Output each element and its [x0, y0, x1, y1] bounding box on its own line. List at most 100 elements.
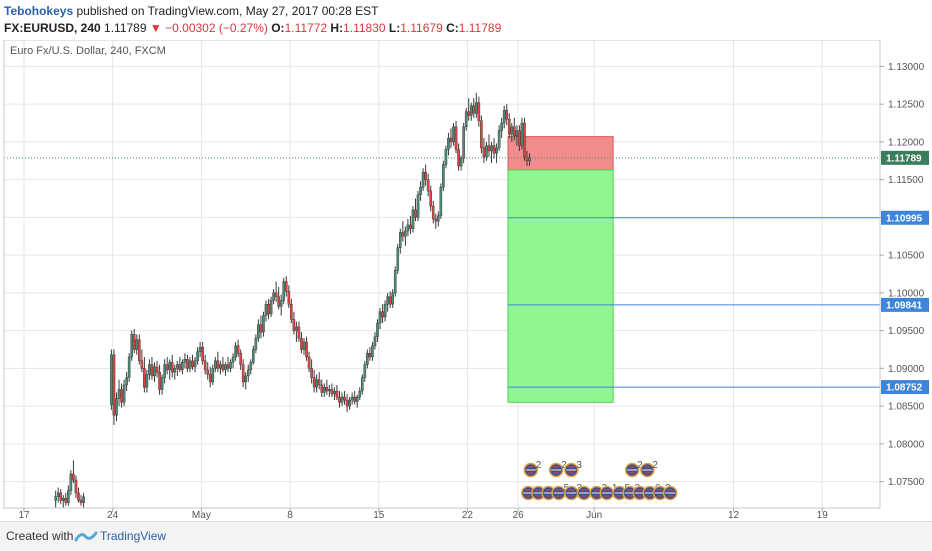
open-value: 1.11772: [284, 21, 328, 35]
candle-body: [148, 364, 151, 375]
candle-body: [518, 130, 521, 146]
candle-body: [297, 326, 301, 339]
high-value: 1.11830: [343, 21, 386, 35]
tradingview-brand[interactable]: TradingView: [100, 529, 167, 543]
candle-body: [203, 360, 207, 371]
x-tick-label: Jun: [586, 510, 602, 520]
candle-body: [153, 366, 156, 377]
candle-body: [507, 119, 511, 135]
author-link[interactable]: Tebohokeys: [4, 4, 74, 18]
candle-body: [196, 351, 199, 362]
level-price-tag: 1.10995: [881, 210, 929, 225]
candle-body: [198, 347, 202, 352]
candle-body: [158, 371, 161, 390]
svg-text:2: 2: [652, 460, 658, 471]
candle-body: [211, 368, 215, 383]
candle-body: [368, 353, 372, 358]
y-tick-label: 1.10000: [888, 288, 925, 299]
profit-zone[interactable]: [507, 169, 614, 403]
candle-body: [404, 230, 407, 237]
candle-body: [307, 356, 311, 369]
y-tick-label: 1.08500: [888, 402, 925, 413]
price-chart[interactable]: 2232253315363 Euro Fx/U.S. Dollar, 240, …: [0, 40, 932, 520]
candle-body: [459, 158, 463, 167]
svg-text:1.10995: 1.10995: [886, 213, 923, 224]
candle-body: [143, 368, 146, 388]
x-tick-label: 17: [18, 510, 30, 520]
candle-body: [366, 353, 369, 365]
svg-text:2: 2: [637, 460, 643, 471]
event-marker[interactable]: 3: [564, 460, 583, 478]
candle-body: [170, 362, 174, 373]
candle-body: [183, 359, 187, 363]
candle-body: [383, 303, 387, 318]
event-marker[interactable]: [576, 485, 592, 501]
candle-body: [82, 496, 85, 503]
candles: [54, 92, 531, 508]
candle-body: [449, 137, 453, 143]
candle-body: [343, 396, 346, 401]
candle-body: [145, 374, 149, 388]
y-tick-label: 1.12500: [888, 100, 925, 111]
candle-body: [290, 303, 293, 320]
event-marker[interactable]: [662, 485, 678, 501]
event-marker[interactable]: 2: [548, 460, 568, 478]
last-price: 1.11789: [104, 21, 147, 35]
candle-body: [112, 354, 116, 416]
candle-body: [335, 390, 339, 398]
x-tick-label: 24: [107, 510, 119, 520]
candle-body: [322, 387, 326, 393]
candle-body: [464, 111, 468, 128]
event-marker[interactable]: 2: [640, 460, 659, 478]
y-tick-label: 1.07500: [888, 477, 925, 488]
position-zones[interactable]: [507, 136, 614, 403]
candle-body: [305, 341, 308, 358]
candle-body: [135, 339, 139, 350]
candle-body: [320, 384, 324, 393]
chart-title: Euro Fx/U.S. Dollar, 240, FXCM: [10, 45, 166, 57]
high-label: H:: [330, 21, 344, 35]
tradingview-logo-icon: [74, 531, 98, 542]
candle-body: [391, 292, 394, 305]
x-tick-label: May: [192, 510, 211, 520]
candle-body: [132, 334, 136, 350]
candle-body: [302, 341, 306, 350]
candle-body: [64, 497, 68, 503]
candle-body: [137, 339, 141, 362]
candle-body: [419, 186, 422, 195]
candle-body: [264, 303, 268, 316]
svg-text:3: 3: [576, 460, 582, 471]
candle-body: [396, 247, 400, 271]
event-markers[interactable]: 2232253315363: [521, 460, 678, 501]
candle-body: [231, 356, 235, 363]
candle-body: [340, 396, 344, 403]
candle-body: [79, 500, 83, 503]
y-axis[interactable]: 1.07500 1.08000 1.08500 1.09000 1.09500 1.100…: [880, 62, 925, 488]
candle-body: [110, 354, 113, 405]
event-marker[interactable]: 2: [523, 460, 542, 478]
candle-body: [475, 102, 478, 114]
x-axis[interactable]: 17 24 May 8 15 22 26 Jun 12 19: [18, 508, 828, 520]
low-label: L:: [388, 21, 401, 35]
candle-body: [376, 322, 379, 337]
candle-body: [434, 218, 438, 222]
candle-body: [333, 390, 336, 395]
candle-body: [317, 379, 321, 386]
candle-body: [244, 375, 248, 383]
y-tick-label: 1.08000: [888, 439, 925, 450]
level-price-tag: 1.09841: [881, 297, 929, 312]
candle-body: [513, 126, 516, 137]
candle-body: [371, 345, 374, 358]
candle-body: [312, 377, 316, 388]
candle-body: [221, 364, 225, 371]
candle-body: [168, 362, 172, 371]
level-lines[interactable]: [4, 157, 880, 388]
candle-body: [130, 334, 133, 358]
candle-body: [381, 311, 384, 318]
candle-body: [393, 270, 397, 294]
candle-body: [163, 364, 166, 378]
candle-body: [193, 360, 197, 368]
candle-body: [259, 324, 263, 333]
event-marker[interactable]: 2: [624, 460, 644, 478]
candle-body: [462, 126, 465, 159]
